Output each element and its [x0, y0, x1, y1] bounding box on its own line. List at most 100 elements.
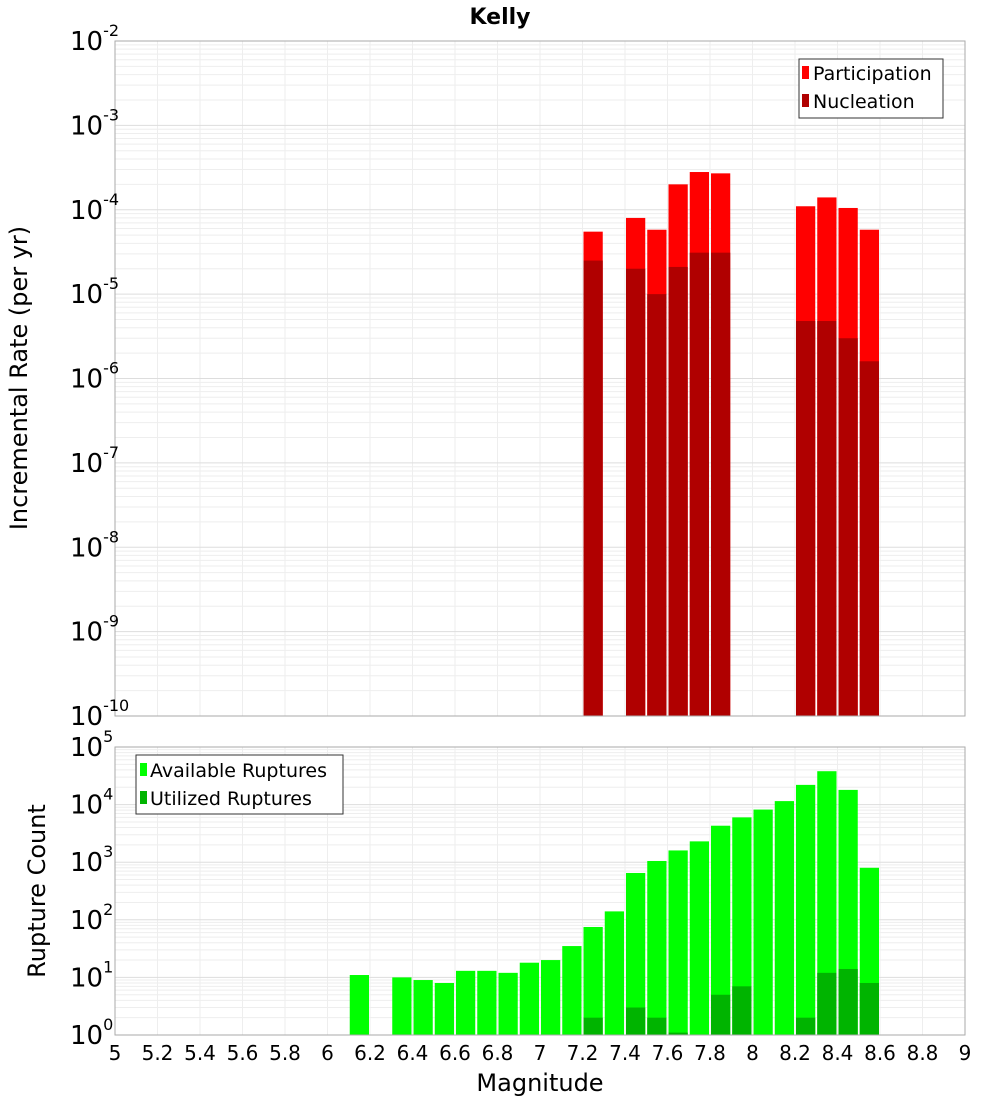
bottom-y-tick-label: 104: [70, 785, 113, 821]
bottom-bar-utilized-ruptures: [711, 994, 731, 1035]
bottom-bar-available-ruptures: [519, 962, 539, 1035]
bottom-bar-available-ruptures: [413, 980, 433, 1035]
x-tick-label: 8.4: [822, 1041, 854, 1065]
bottom-bar-available-ruptures: [604, 911, 624, 1035]
bottom-y-tick-label: 102: [70, 900, 113, 936]
chart-title: Kelly: [469, 5, 530, 30]
bottom-legend-box: [135, 754, 344, 815]
bottom-plot-border: [114, 746, 966, 1036]
bottom-bars: [349, 771, 879, 1035]
top-y-ticks: 10-10 10-9 10-8 10-7 10-6 10-5 10-4 10-3 10-2: [70, 21, 129, 732]
bottom-y-tick-label: 105: [70, 727, 113, 763]
bottom-bar-available-ruptures: [732, 817, 752, 1035]
top-y-axis-label: Incremental Rate (per yr): [5, 226, 33, 530]
bottom-bar-available-ruptures: [541, 960, 561, 1035]
top-y-tick-label: 10-6: [70, 359, 119, 395]
bottom-y-tick-label: 103: [70, 842, 113, 878]
top-bar-nucleation: [817, 321, 837, 716]
legend-participation: Participation: [813, 63, 932, 85]
bottom-bar-available-ruptures: [796, 784, 816, 1035]
x-tick-label: 7: [534, 1041, 547, 1065]
bottom-bar-available-ruptures: [711, 825, 731, 1035]
x-tick-label: 6.8: [482, 1041, 514, 1065]
top-bar-nucleation: [838, 338, 858, 716]
bottom-bar-available-ruptures: [647, 860, 667, 1035]
top-y-tick-label: 10-2: [70, 21, 119, 57]
top-y-tick-label: 10-5: [70, 274, 119, 310]
bottom-y-axis-label: Rupture Count: [23, 804, 51, 978]
top-grid: [114, 40, 966, 717]
x-axis-label: Magnitude: [476, 1069, 603, 1097]
bottom-bar-utilized-ruptures: [838, 968, 858, 1035]
x-tick-label: 8.8: [907, 1041, 939, 1065]
bottom-bar-available-ruptures: [562, 946, 582, 1035]
x-tick-label: 6.4: [397, 1041, 429, 1065]
x-tick-label: 5.2: [142, 1041, 174, 1065]
top-y-tick-label: 10-9: [70, 612, 119, 648]
utilized-swatch: [140, 791, 147, 804]
top-y-tick-label: 10-7: [70, 443, 119, 479]
top-bar-nucleation: [668, 266, 688, 716]
top-bar-nucleation: [626, 268, 646, 716]
top-y-tick-label: 10-10: [70, 696, 129, 732]
legend-nucleation: Nucleation: [813, 91, 915, 113]
top-bars: [583, 172, 879, 717]
top-bar-nucleation: [583, 260, 603, 716]
bottom-bar-available-ruptures: [456, 970, 476, 1035]
bottom-bar-utilized-ruptures: [796, 1017, 816, 1035]
x-tick-label: 5.8: [269, 1041, 301, 1065]
bottom-bar-available-ruptures: [498, 972, 518, 1035]
bottom-y-ticks: 100 101 102 103 104 105: [70, 727, 113, 1051]
legend-utilized: Utilized Ruptures: [150, 788, 312, 810]
top-bar-nucleation: [859, 361, 879, 716]
bottom-bar-available-ruptures: [434, 982, 454, 1035]
top-y-tick-label: 10-4: [70, 190, 119, 226]
x-tick-label: 5: [109, 1041, 122, 1065]
legend-available: Available Ruptures: [150, 760, 327, 782]
bottom-bar-available-ruptures: [583, 926, 603, 1035]
bottom-bar-utilized-ruptures: [859, 982, 879, 1035]
bottom-bar-available-ruptures: [753, 809, 773, 1035]
top-y-tick-label: 10-3: [70, 105, 119, 141]
bottom-bar-utilized-ruptures: [647, 1017, 667, 1035]
bottom-bar-available-ruptures: [774, 801, 794, 1035]
top-plot-border: [114, 40, 966, 717]
x-tick-label: 7.8: [694, 1041, 726, 1065]
bottom-bar-utilized-ruptures: [732, 986, 752, 1035]
bottom-bar-available-ruptures: [349, 975, 369, 1035]
bottom-bar-utilized-ruptures: [668, 1032, 688, 1035]
x-tick-label: 7.4: [609, 1041, 641, 1065]
top-bar-nucleation: [647, 294, 667, 716]
top-y-tick-label: 10-8: [70, 527, 119, 563]
bottom-bar-available-ruptures: [817, 771, 837, 1035]
x-tick-label: 7.2: [567, 1041, 599, 1065]
x-tick-label: 6: [321, 1041, 334, 1065]
x-tick-label: 8.2: [779, 1041, 811, 1065]
x-tick-label: 6.6: [439, 1041, 471, 1065]
bottom-y-tick-label: 100: [70, 1015, 113, 1051]
bottom-bar-available-ruptures: [668, 850, 688, 1035]
x-tick-label: 7.6: [652, 1041, 684, 1065]
top-panel: 10-10 10-9 10-8 10-7 10-6 10-5 10-4 10-3 10-2 In…: [5, 21, 966, 732]
bottom-y-tick-label: 101: [70, 957, 113, 993]
x-tick-label: 5.6: [227, 1041, 259, 1065]
bottom-legend: Available Ruptures Utilized Ruptures: [135, 754, 344, 815]
bottom-bar-utilized-ruptures: [583, 1017, 603, 1035]
bottom-bar-utilized-ruptures: [817, 972, 837, 1035]
x-tick-label: 6.2: [354, 1041, 386, 1065]
x-tick-label: 9: [959, 1041, 972, 1065]
x-ticks: 5 5.2 5.4 5.6 5.8 6 6.2 6.4 6.6 6.8 7 7.2 7.4 7.6 7.8 8…: [109, 1041, 972, 1065]
participation-swatch: [802, 66, 809, 79]
top-bar-nucleation: [796, 321, 816, 716]
x-tick-label: 5.4: [184, 1041, 216, 1065]
top-legend-box: [798, 58, 944, 119]
bottom-bar-available-ruptures: [626, 872, 646, 1035]
top-bar-nucleation: [689, 252, 709, 716]
nucleation-swatch: [802, 94, 809, 107]
top-legend: Participation Nucleation: [798, 58, 944, 119]
top-bar-nucleation: [711, 252, 731, 716]
bottom-bar-available-ruptures: [392, 977, 412, 1035]
bottom-bar-utilized-ruptures: [626, 1007, 646, 1035]
x-tick-label: 8.6: [864, 1041, 896, 1065]
